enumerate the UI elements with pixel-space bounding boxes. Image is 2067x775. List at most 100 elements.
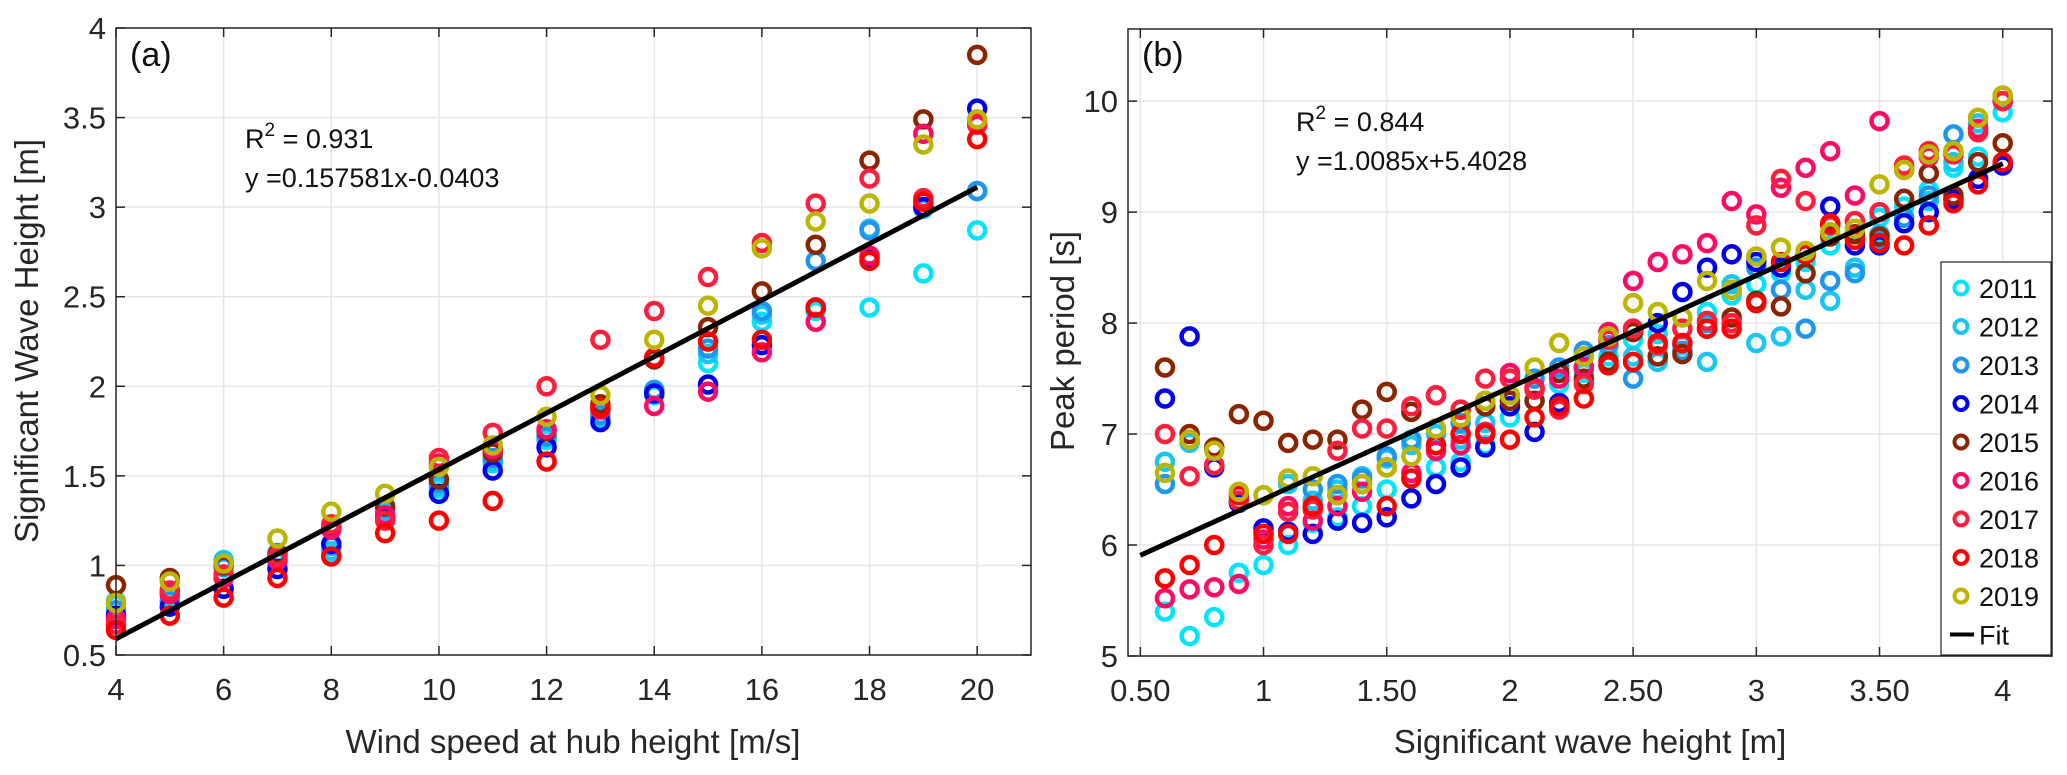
data-point-2019 bbox=[1918, 144, 1940, 165]
data-point-2015 bbox=[1770, 296, 1792, 317]
data-point-2018 bbox=[1524, 407, 1545, 428]
data-point-2011 bbox=[1253, 554, 1274, 576]
r2-annotation-b: R2 = 0.844 bbox=[1296, 103, 1424, 137]
data-point-2018 bbox=[482, 490, 504, 512]
x-tick-label: 20 bbox=[960, 672, 994, 707]
data-point-2018 bbox=[321, 546, 342, 567]
legend-marker-icon bbox=[1952, 433, 1970, 451]
data-point-2017 bbox=[374, 510, 396, 531]
legend-label: 2012 bbox=[1979, 313, 2039, 343]
legend-item-2016: 2016 bbox=[1952, 467, 2039, 497]
data-point-2015 bbox=[1967, 151, 1989, 173]
data-point-2016 bbox=[1154, 588, 1176, 609]
x-tick-label: 12 bbox=[529, 672, 563, 707]
data-point-2017 bbox=[1179, 465, 1200, 487]
plot-area-b bbox=[1128, 29, 2052, 656]
r2-value-a: = 0.931 bbox=[275, 124, 373, 154]
data-point-2018 bbox=[1943, 192, 1964, 214]
data-point-2016 bbox=[697, 381, 719, 402]
legend-label: 2018 bbox=[1979, 544, 2039, 574]
data-point-2017 bbox=[1376, 418, 1397, 439]
data-point-2019 bbox=[1992, 85, 2013, 106]
data-point-2019 bbox=[1203, 440, 1225, 461]
data-point-2014 bbox=[1721, 244, 1742, 265]
data-point-2016 bbox=[1819, 140, 1841, 162]
y-tick-label: 6 bbox=[1101, 528, 1118, 563]
data-point-2012 bbox=[1819, 290, 1841, 312]
y-tick-label: 10 bbox=[1084, 84, 1118, 119]
legend-marker-icon bbox=[1952, 510, 1970, 528]
data-point-2018 bbox=[428, 510, 450, 531]
x-tick-label: 6 bbox=[215, 672, 232, 707]
data-point-2017 bbox=[859, 168, 880, 189]
data-point-2017 bbox=[1253, 534, 1274, 556]
data-point-2017 bbox=[1795, 190, 1816, 212]
data-point-2018 bbox=[1893, 235, 1915, 256]
data-point-2018 bbox=[1376, 495, 1397, 517]
data-point-2017 bbox=[1351, 418, 1373, 439]
y-tick-label: 5 bbox=[1101, 639, 1118, 674]
data-point-2016 bbox=[913, 123, 934, 144]
data-point-2018 bbox=[1622, 351, 1644, 373]
data-point-2015 bbox=[1253, 410, 1274, 431]
r2-label-b: R bbox=[1296, 107, 1316, 137]
data-point-2019 bbox=[1770, 237, 1792, 258]
r2-label-a: R bbox=[245, 124, 265, 154]
data-point-2015 bbox=[966, 44, 988, 66]
x-tick-label: 1.50 bbox=[1357, 673, 1417, 708]
data-point-2016 bbox=[1721, 190, 1742, 212]
data-point-2016 bbox=[1647, 251, 1669, 273]
data-point-2019 bbox=[805, 211, 826, 232]
data-point-2016 bbox=[643, 395, 665, 417]
data-point-2015 bbox=[1795, 262, 1816, 284]
data-point-2018 bbox=[536, 451, 557, 472]
data-point-2017 bbox=[1425, 384, 1447, 406]
data-point-2018 bbox=[1302, 495, 1324, 517]
r2-value-b: = 0.844 bbox=[1326, 107, 1424, 137]
legend-item-2011: 2011 bbox=[1952, 274, 2037, 304]
legend-marker-icon bbox=[1952, 472, 1970, 489]
data-point-2018 bbox=[1277, 523, 1299, 545]
data-point-2016 bbox=[751, 341, 773, 363]
data-point-2017 bbox=[1277, 501, 1299, 522]
data-point-2013 bbox=[1795, 318, 1816, 339]
data-point-2014 bbox=[1376, 507, 1397, 528]
data-point-2017 bbox=[1401, 396, 1422, 417]
data-point-2015 bbox=[1351, 399, 1373, 420]
data-point-2015 bbox=[1302, 429, 1324, 450]
y-tick-label: 7 bbox=[1101, 417, 1118, 452]
x-tick-label: 10 bbox=[422, 672, 456, 707]
data-point-2016 bbox=[1622, 270, 1644, 292]
data-point-2019 bbox=[1746, 246, 1767, 267]
data-point-2017 bbox=[536, 376, 557, 397]
data-point-2012 bbox=[1696, 351, 1718, 373]
data-point-2019 bbox=[159, 571, 181, 592]
data-point-2015 bbox=[1228, 403, 1250, 425]
data-point-2019 bbox=[913, 134, 934, 155]
data-point-2013 bbox=[859, 220, 880, 241]
x-tick-label: 8 bbox=[323, 672, 340, 707]
x-axis-label-b: Significant wave height [m] bbox=[1394, 723, 1787, 760]
legend-marker-icon bbox=[1952, 279, 1970, 297]
data-point-2016 bbox=[536, 419, 557, 440]
data-point-2018 bbox=[1869, 232, 1890, 254]
data-point-2018 bbox=[1819, 212, 1841, 234]
data-point-2019 bbox=[1228, 481, 1250, 503]
data-point-2015 bbox=[1869, 226, 1890, 247]
legend-item-2012: 2012 bbox=[1952, 313, 2039, 343]
data-point-2012 bbox=[1154, 451, 1176, 473]
data-point-2012 bbox=[1746, 332, 1767, 354]
legend-item-2015: 2015 bbox=[1952, 428, 2039, 458]
data-point-2014 bbox=[1425, 473, 1447, 495]
data-point-2014 bbox=[697, 374, 719, 395]
legend-items: 2011 2012 2013 2014 2015 2016 2017 2018 2019 Fit bbox=[1950, 274, 2039, 651]
legend-label: Fit bbox=[1979, 621, 2009, 651]
fit-line-a bbox=[114, 184, 979, 642]
data-point-2012 bbox=[1943, 151, 1964, 173]
data-point-2019 bbox=[1401, 445, 1422, 467]
data-point-2019 bbox=[1179, 429, 1200, 450]
legend-marker-icon bbox=[1952, 318, 1970, 335]
x-tick-label: 16 bbox=[745, 672, 779, 707]
fit-line-b bbox=[1139, 161, 2004, 558]
